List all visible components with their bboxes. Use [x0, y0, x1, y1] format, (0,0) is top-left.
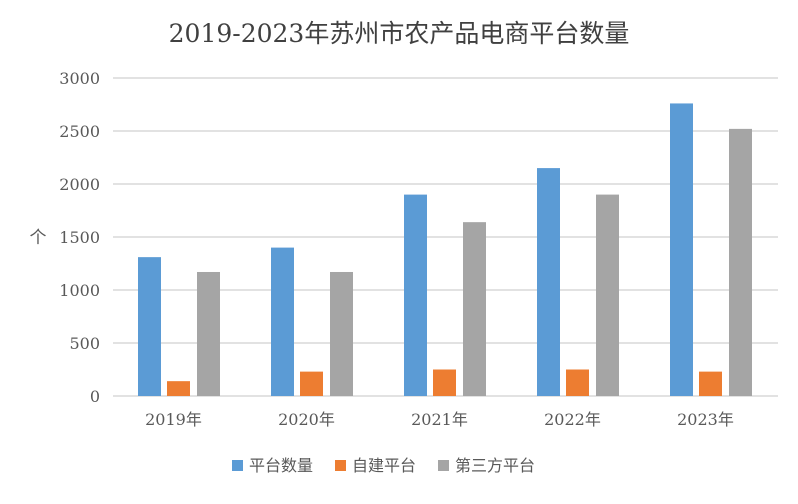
- x-tick-label: 2023年: [677, 410, 734, 429]
- bar-第三方平台-2021年: [463, 222, 486, 396]
- x-tick-label: 2019年: [145, 410, 202, 429]
- bar-第三方平台-2022年: [596, 194, 619, 396]
- y-tick-label: 2000: [59, 175, 100, 194]
- bar-第三方平台-2023年: [729, 128, 752, 396]
- legend-swatch: [438, 460, 449, 471]
- bar-平台数量-2021年: [404, 194, 427, 396]
- bar-平台数量-2022年: [537, 168, 560, 396]
- legend-label: 平台数量: [249, 456, 313, 475]
- bar-自建平台-2021年: [433, 369, 456, 396]
- y-tick-label: 1500: [59, 228, 100, 247]
- bar-平台数量-2019年: [138, 257, 161, 396]
- bar-平台数量-2020年: [271, 247, 294, 396]
- bar-自建平台-2019年: [167, 381, 190, 396]
- legend-swatch: [232, 460, 243, 471]
- bar-自建平台-2022年: [566, 369, 589, 396]
- y-axis-label: 个: [30, 228, 47, 248]
- bar-自建平台-2020年: [300, 371, 323, 396]
- legend-label: 自建平台: [352, 456, 416, 475]
- legend-swatch: [335, 460, 346, 471]
- y-tick-label: 0: [90, 387, 100, 406]
- legend-label: 第三方平台: [455, 456, 535, 475]
- x-tick-label: 2021年: [411, 410, 468, 429]
- y-tick-label: 500: [69, 334, 100, 353]
- bar-平台数量-2023年: [670, 103, 693, 396]
- x-tick-label: 2022年: [544, 410, 601, 429]
- y-tick-label: 3000: [59, 69, 100, 88]
- y-tick-label: 1000: [59, 281, 100, 300]
- x-tick-label: 2020年: [278, 410, 335, 429]
- bar-第三方平台-2019年: [197, 271, 220, 396]
- bar-第三方平台-2020年: [330, 271, 353, 396]
- y-tick-label: 2500: [59, 122, 100, 141]
- chart-title: 2019-2023年苏州市农产品电商平台数量: [169, 19, 630, 48]
- bar-自建平台-2023年: [699, 371, 722, 396]
